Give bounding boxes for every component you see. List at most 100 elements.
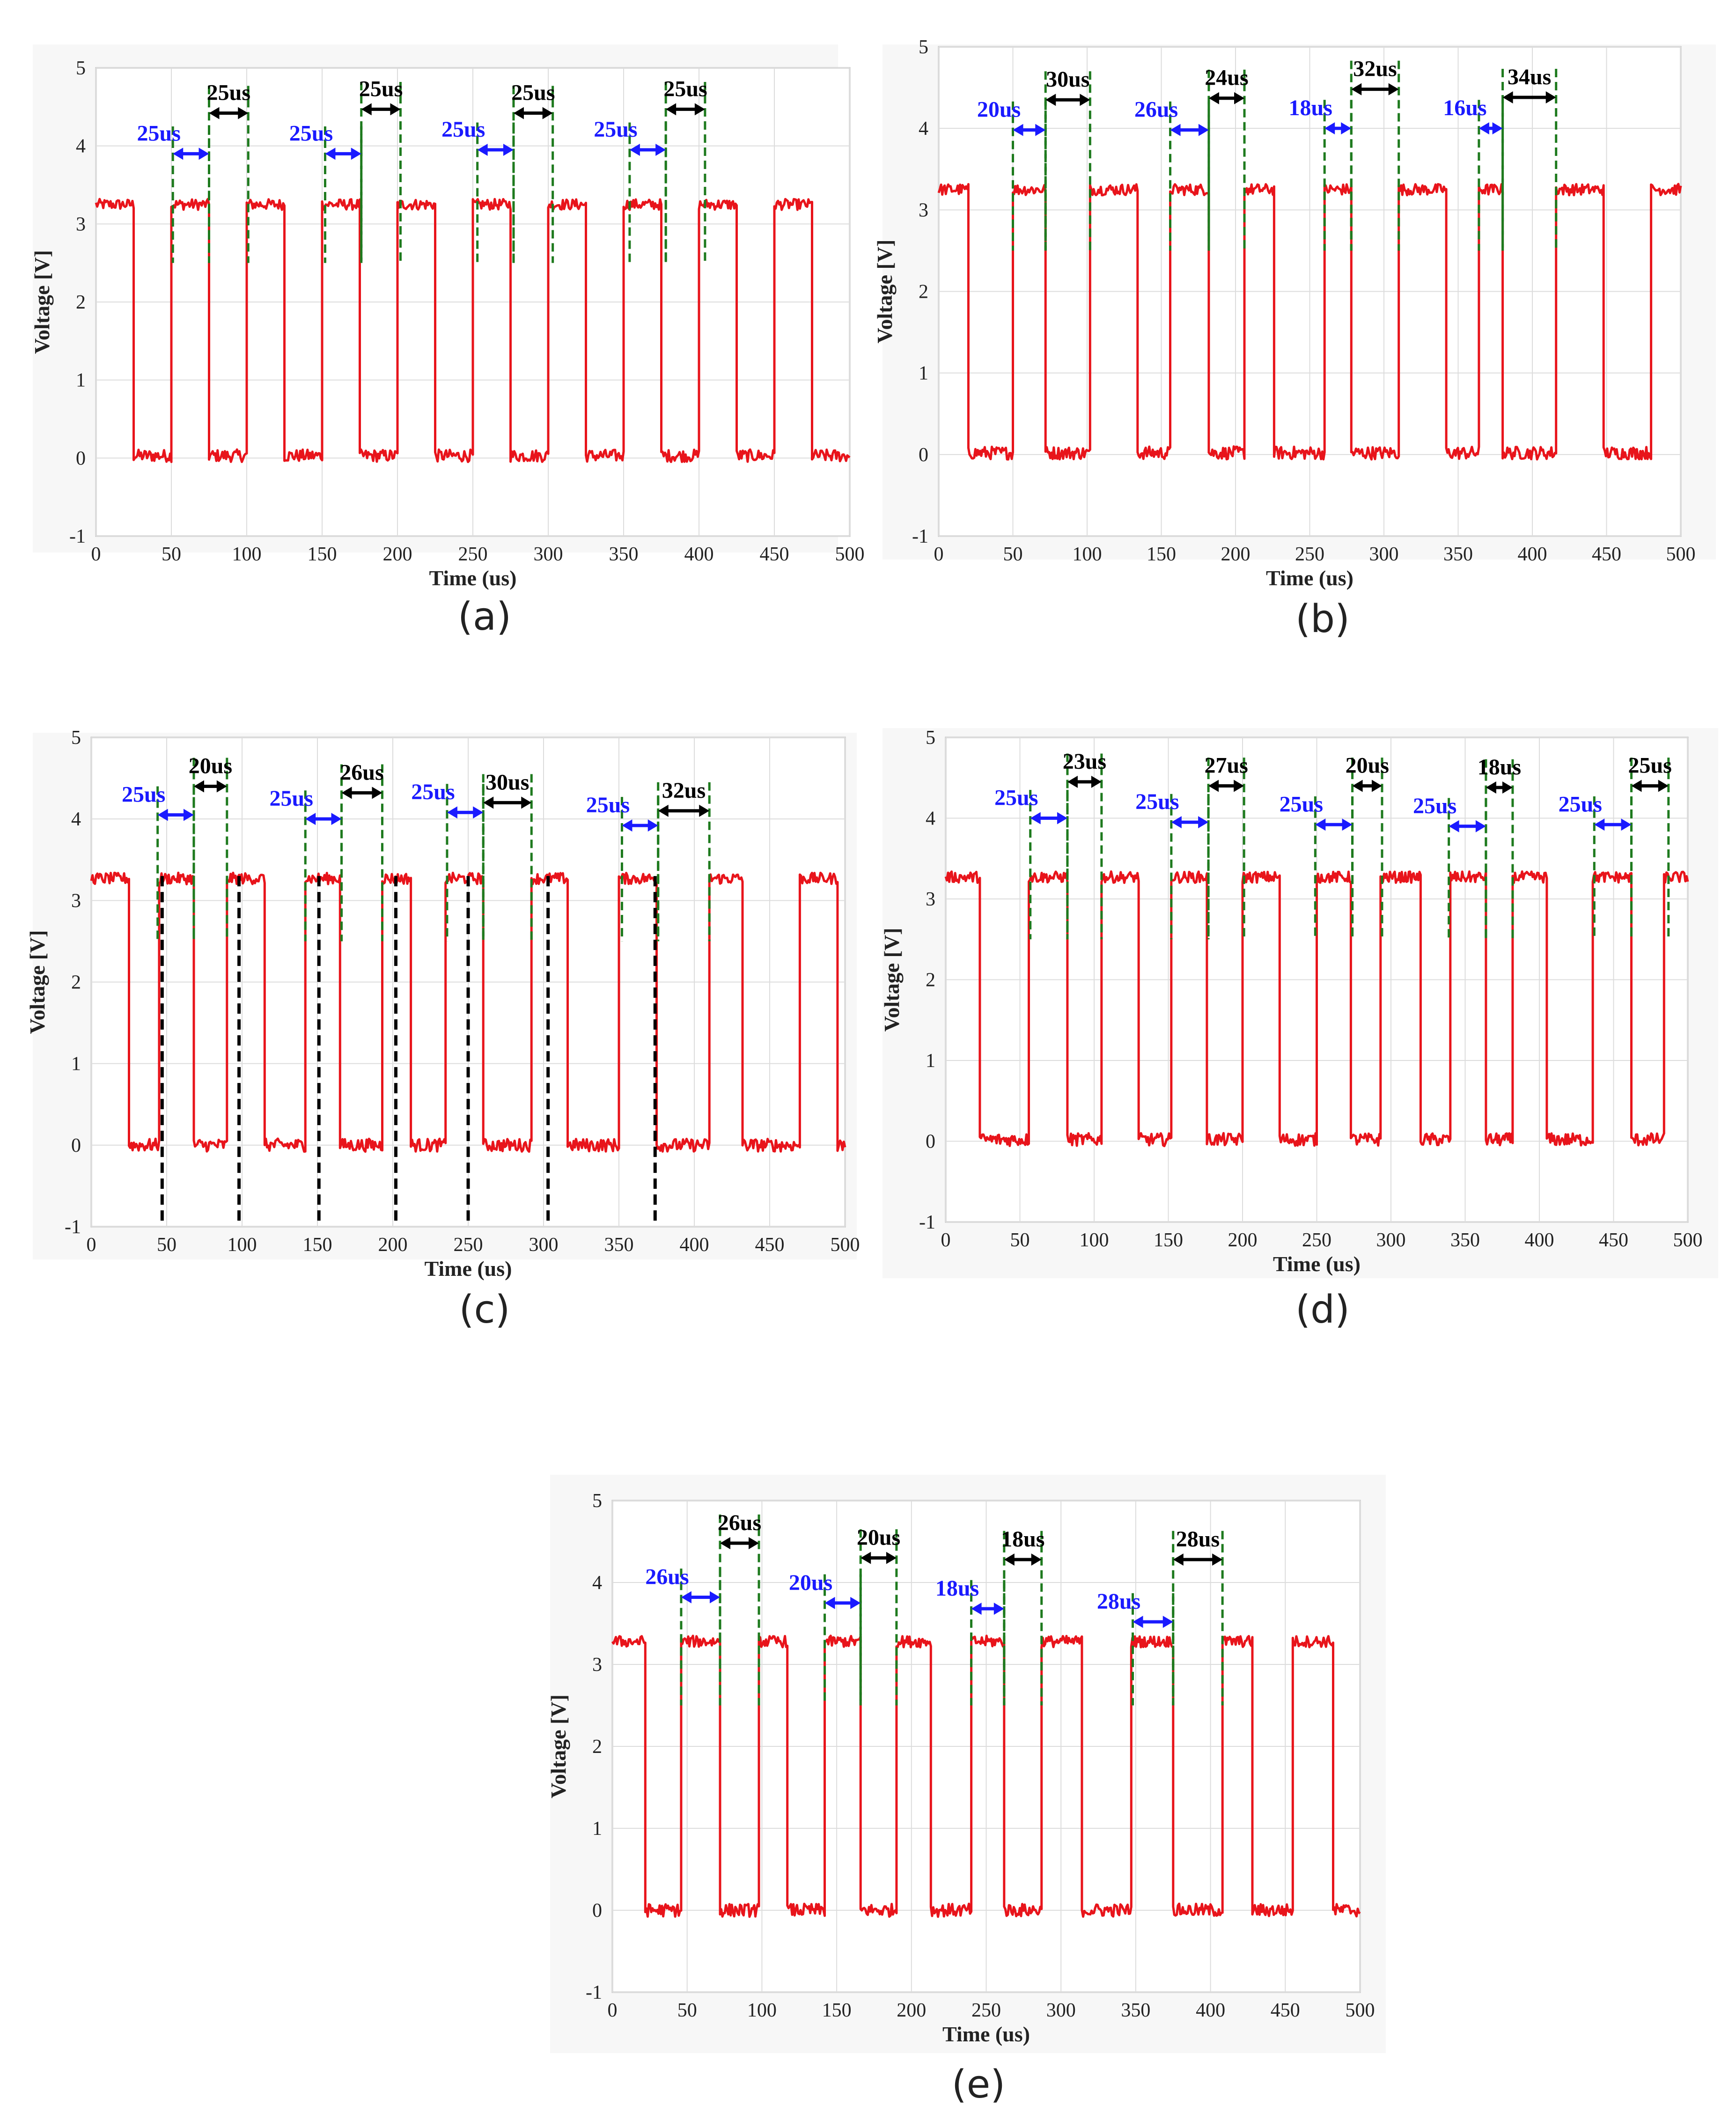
duration-label: 20us xyxy=(857,1525,900,1550)
arrow-head-right xyxy=(1492,122,1503,135)
y-tick-label: 4 xyxy=(592,1572,602,1594)
arrow-head-left xyxy=(341,787,352,799)
y-tick-label: 0 xyxy=(71,1135,81,1156)
duration-annotation: 27us xyxy=(1204,753,1248,792)
duration-annotation: 18us xyxy=(1001,1527,1045,1566)
duration-annotation: 25us xyxy=(594,117,666,156)
x-tick-label: 0 xyxy=(608,2000,618,2021)
x-axis-label: Time (us) xyxy=(425,1257,512,1281)
arrow-head-left xyxy=(861,1552,871,1564)
arrow-head-left xyxy=(483,796,494,809)
x-tick-label: 350 xyxy=(1450,1229,1480,1251)
signal-trace xyxy=(937,183,1682,461)
arrow-head-left xyxy=(173,147,184,160)
arrow-head-right xyxy=(331,813,342,825)
arrow-head-left xyxy=(622,819,633,832)
arrow-head-right xyxy=(199,147,209,160)
arrow-head-left xyxy=(325,147,336,160)
duration-label: 20us xyxy=(1346,753,1389,778)
y-tick-label: -1 xyxy=(65,1216,81,1238)
duration-annotation: 18us xyxy=(1289,96,1352,135)
duration-annotation: 25us xyxy=(441,117,514,156)
panel-a: 0 50 100 150 200 250 300 350 400 450 500-1012345Ti… xyxy=(30,44,865,639)
duration-label: 18us xyxy=(1001,1527,1045,1552)
arrow-head-left xyxy=(513,107,524,119)
duration-annotation: 25us xyxy=(1559,792,1632,831)
duration-label: 30us xyxy=(485,770,529,795)
arrow-head-right xyxy=(542,107,553,119)
y-tick-label: 5 xyxy=(71,727,81,749)
arrow-head-right xyxy=(473,806,484,819)
duration-annotation: 25us xyxy=(663,76,707,116)
arrow-head-right xyxy=(1658,780,1669,792)
signal-trace xyxy=(944,870,1689,1148)
x-tick-label: 200 xyxy=(1221,544,1251,565)
y-tick-label: 0 xyxy=(926,1131,935,1153)
x-tick-label: 300 xyxy=(1369,544,1399,565)
y-tick-label: 3 xyxy=(76,213,86,235)
y-axis-label: Voltage [V] xyxy=(880,928,904,1032)
y-tick-label: 4 xyxy=(71,809,81,830)
x-tick-label: 400 xyxy=(1525,1229,1554,1251)
y-axis-label: Voltage [V] xyxy=(25,930,49,1034)
y-axis-label: Voltage [V] xyxy=(873,240,897,344)
arrow-head-left xyxy=(1013,124,1023,136)
arrow-head-left xyxy=(1171,816,1182,829)
arrow-head-left xyxy=(477,144,488,156)
x-tick-label: 0 xyxy=(91,544,101,565)
arrow-head-left xyxy=(971,1603,982,1615)
panel-d: 0 50 100 150 200 250 300 350 400 450 500 -1 0 1 2 3 4 5 Ti… xyxy=(880,727,1718,1332)
duration-label: 20us xyxy=(189,754,232,779)
arrow-head-left xyxy=(157,809,168,821)
x-tick-label: 250 xyxy=(458,544,488,565)
y-tick-label: 5 xyxy=(919,37,928,58)
y-tick-label: 1 xyxy=(919,363,928,384)
duration-annotation: 24us xyxy=(1205,66,1249,104)
arrow-head-right xyxy=(993,1603,1004,1615)
duration-annotation: 25us xyxy=(586,793,658,832)
y-tick-label: 2 xyxy=(76,292,86,313)
arrow-head-right xyxy=(1162,1616,1173,1628)
y-tick-label: 1 xyxy=(71,1053,81,1075)
x-tick-label: 400 xyxy=(1518,544,1547,565)
duration-label: 25us xyxy=(1280,792,1323,817)
arrow-head-left xyxy=(629,144,640,156)
x-tick-label: 50 xyxy=(1010,1229,1030,1251)
duration-annotation: 26us xyxy=(718,1510,761,1549)
duration-annotation: 25us xyxy=(1628,753,1672,792)
y-tick-label: 3 xyxy=(919,199,928,221)
duration-label: 28us xyxy=(1176,1527,1220,1552)
y-tick-label: 0 xyxy=(592,1900,602,1921)
duration-annotation: 28us xyxy=(1173,1527,1223,1566)
duration-annotation: 34us xyxy=(1502,65,1556,103)
x-tick-label: 200 xyxy=(1228,1229,1258,1251)
x-tick-label: 500 xyxy=(1666,544,1696,565)
x-tick-label: 400 xyxy=(1196,2000,1225,2021)
duration-label: 25us xyxy=(994,786,1038,810)
x-tick-label: 50 xyxy=(1003,544,1023,565)
duration-label: 25us xyxy=(122,782,165,807)
duration-label: 25us xyxy=(441,117,485,142)
arrow-head-left xyxy=(1502,91,1513,103)
y-tick-label: -1 xyxy=(586,1982,602,2003)
arrow-head-right xyxy=(1091,775,1102,788)
y-tick-label: 3 xyxy=(592,1654,602,1676)
arrow-head-right xyxy=(521,796,532,809)
y-tick-label: 4 xyxy=(919,118,928,140)
x-tick-label: 400 xyxy=(684,544,714,565)
arrow-head-right xyxy=(1234,92,1245,104)
arrow-head-right xyxy=(1371,780,1382,792)
x-tick-label: 50 xyxy=(677,2000,697,2021)
duration-label: 25us xyxy=(586,793,630,817)
x-tick-label: 200 xyxy=(378,1234,408,1256)
x-tick-label: 250 xyxy=(971,2000,1001,2021)
duration-label: 26us xyxy=(645,1565,689,1590)
arrow-head-right xyxy=(647,819,658,832)
arrow-head-right xyxy=(503,144,514,156)
y-tick-label: 2 xyxy=(926,970,935,991)
arrow-head-right xyxy=(1341,122,1352,135)
y-tick-label: -1 xyxy=(69,526,86,547)
arrow-head-left xyxy=(447,806,457,819)
